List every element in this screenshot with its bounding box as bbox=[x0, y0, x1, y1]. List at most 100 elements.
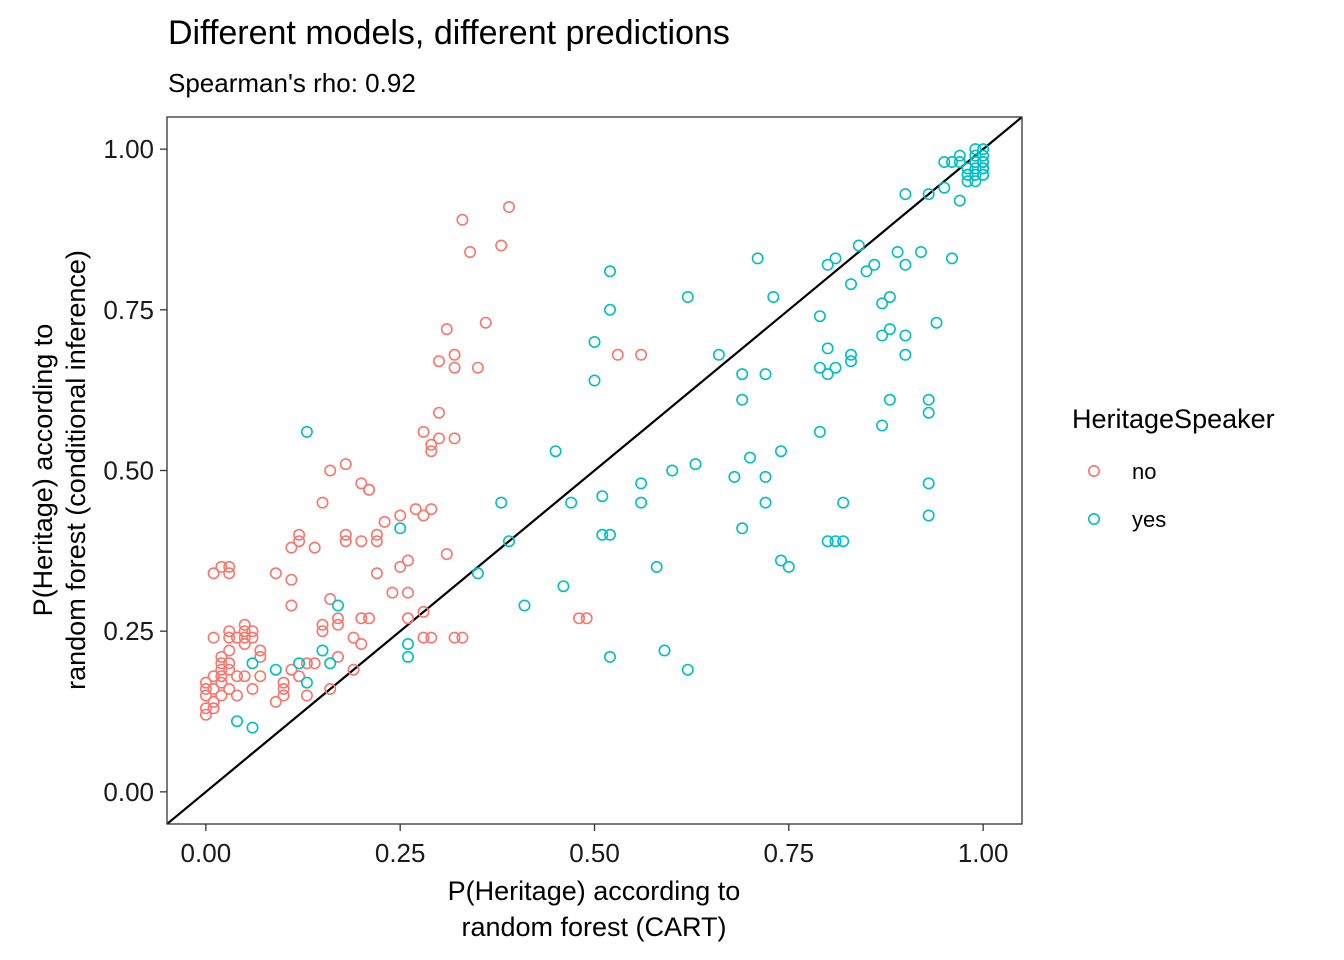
data-point-yes bbox=[689, 458, 702, 471]
data-point-no bbox=[471, 361, 484, 374]
data-point-yes bbox=[969, 143, 982, 156]
x-axis: 0.00 0.25 0.50 0.75 1.00 bbox=[181, 824, 1008, 868]
data-point-no bbox=[246, 631, 259, 644]
data-point-yes bbox=[969, 168, 982, 181]
data-point-yes bbox=[782, 560, 795, 573]
data-point-yes bbox=[774, 445, 787, 458]
data-point-no bbox=[215, 650, 228, 663]
data-point-no bbox=[331, 612, 344, 625]
data-point-no bbox=[448, 631, 461, 644]
data-point-yes bbox=[891, 246, 904, 259]
data-point-no bbox=[300, 657, 313, 670]
data-point-no bbox=[572, 612, 585, 625]
data-point-no bbox=[316, 496, 329, 509]
data-point-no bbox=[425, 438, 438, 451]
data-point-no bbox=[231, 689, 244, 702]
data-point-yes bbox=[401, 650, 414, 663]
data-point-no bbox=[223, 682, 236, 695]
data-point-yes bbox=[759, 496, 772, 509]
y-tick-label: 0.25 bbox=[103, 616, 154, 646]
data-point-no bbox=[223, 625, 236, 638]
legend-label-no: no bbox=[1132, 459, 1156, 484]
data-point-no bbox=[324, 592, 337, 605]
data-point-no bbox=[223, 657, 236, 670]
data-point-no bbox=[269, 695, 282, 708]
data-point-no bbox=[425, 503, 438, 516]
data-point-yes bbox=[837, 496, 850, 509]
data-point-yes bbox=[736, 368, 749, 381]
data-point-yes bbox=[922, 477, 935, 490]
data-point-no bbox=[215, 663, 228, 676]
data-point-yes bbox=[852, 239, 865, 252]
data-point-yes bbox=[829, 361, 842, 374]
data-point-yes bbox=[961, 175, 974, 188]
data-point-yes bbox=[759, 368, 772, 381]
data-point-yes bbox=[231, 715, 244, 728]
x-tick-label: 0.25 bbox=[375, 838, 426, 868]
data-point-no bbox=[401, 612, 414, 625]
data-point-yes bbox=[829, 252, 842, 265]
data-point-yes bbox=[876, 297, 889, 310]
data-point-no bbox=[611, 348, 624, 361]
data-point-no bbox=[238, 670, 251, 683]
data-point-yes bbox=[603, 303, 616, 316]
y-tick-label: 0.50 bbox=[103, 456, 154, 486]
data-point-no bbox=[223, 663, 236, 676]
data-point-no bbox=[409, 503, 422, 516]
data-point-no bbox=[331, 618, 344, 631]
data-point-yes bbox=[938, 181, 951, 194]
data-point-yes bbox=[588, 374, 601, 387]
data-point-no bbox=[355, 637, 368, 650]
data-point-no bbox=[238, 631, 251, 644]
data-point-no bbox=[355, 477, 368, 490]
legend-items: no yes bbox=[1088, 459, 1166, 532]
data-point-yes bbox=[883, 290, 896, 303]
data-point-no bbox=[199, 682, 212, 695]
data-point-yes bbox=[712, 348, 725, 361]
data-point-no bbox=[293, 535, 306, 548]
data-point-no bbox=[207, 695, 220, 708]
data-point-yes bbox=[837, 535, 850, 548]
identity-reference-line bbox=[167, 117, 1022, 824]
data-point-no bbox=[316, 625, 329, 638]
data-point-no bbox=[339, 535, 352, 548]
legend-key-no bbox=[1088, 464, 1101, 477]
data-point-yes bbox=[953, 194, 966, 207]
series-yes bbox=[231, 143, 990, 734]
data-point-no bbox=[223, 560, 236, 573]
data-point-no bbox=[269, 567, 282, 580]
data-point-no bbox=[277, 676, 290, 689]
data-point-no bbox=[502, 201, 515, 214]
data-point-yes bbox=[953, 149, 966, 162]
data-point-yes bbox=[759, 470, 772, 483]
data-point-no bbox=[231, 670, 244, 683]
data-point-no bbox=[207, 567, 220, 580]
data-point-no bbox=[355, 612, 368, 625]
data-point-no bbox=[238, 618, 251, 631]
chart-title: Different models, different predictions bbox=[168, 14, 730, 52]
y-axis-title-line-1: P(Heritage) according to bbox=[28, 324, 58, 617]
legend-key-yes bbox=[1088, 512, 1101, 525]
y-tick-label: 0.75 bbox=[103, 295, 154, 325]
data-point-yes bbox=[969, 156, 982, 169]
data-point-yes bbox=[635, 496, 648, 509]
data-point-yes bbox=[844, 355, 857, 368]
data-point-no bbox=[285, 573, 298, 586]
data-point-no bbox=[448, 361, 461, 374]
data-point-yes bbox=[596, 490, 609, 503]
data-point-no bbox=[207, 682, 220, 695]
data-point-yes bbox=[293, 657, 306, 670]
data-point-yes bbox=[899, 348, 912, 361]
data-point-no bbox=[440, 323, 453, 336]
data-point-yes bbox=[324, 657, 337, 670]
data-point-no bbox=[308, 657, 321, 670]
data-point-yes bbox=[821, 535, 834, 548]
data-point-no bbox=[207, 702, 220, 715]
data-point-yes bbox=[961, 162, 974, 175]
data-point-no bbox=[207, 631, 220, 644]
data-point-yes bbox=[969, 162, 982, 175]
data-point-no bbox=[386, 586, 399, 599]
data-point-no bbox=[285, 599, 298, 612]
data-point-yes bbox=[518, 599, 531, 612]
data-point-no bbox=[316, 618, 329, 631]
